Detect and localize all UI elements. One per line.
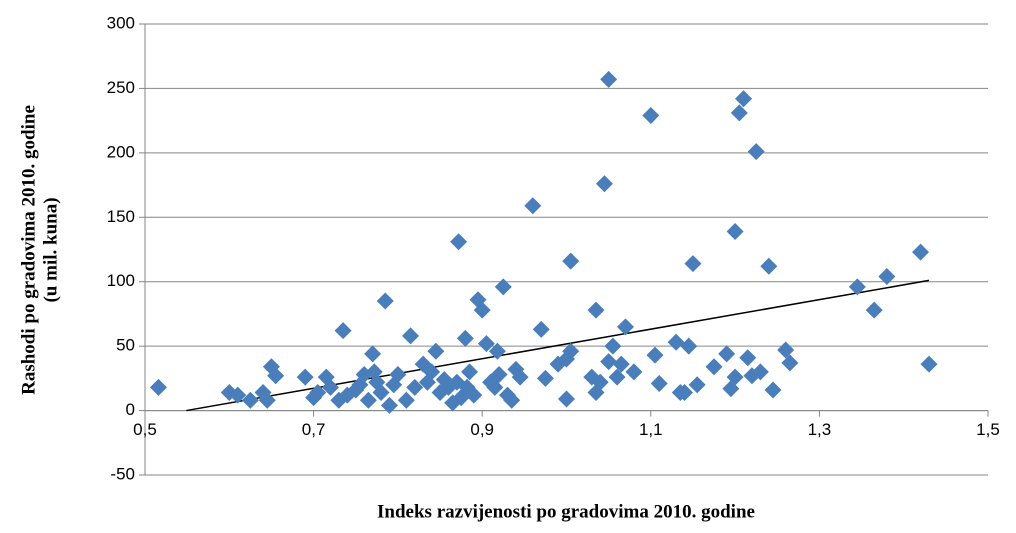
point [747,143,765,161]
point [473,301,491,319]
point [389,365,407,383]
point [359,391,377,409]
y-tick-label: 250 [107,78,135,97]
point [321,378,339,396]
x-tick-label: 1,3 [808,420,832,439]
y-axis-title-line: (u mil. kuna) [40,197,61,302]
point [676,384,694,402]
point [229,386,247,404]
y-axis-title: Rashodi po gradovima 2010. godine (u mil… [18,105,61,395]
point [511,368,529,386]
point [397,391,415,409]
x-tick-label: 0,7 [302,420,326,439]
point [490,365,508,383]
point [878,268,896,286]
point [149,378,167,396]
point [777,341,795,359]
point [667,333,685,351]
x-tick-label: 1,5 [976,420,1000,439]
y-tick-label: -50 [110,464,135,483]
y-axis-title-line: Rashodi po gradovima 2010. godine [18,105,39,395]
point [372,384,390,402]
point [524,197,542,215]
point [507,360,525,378]
point [595,175,613,193]
point [646,346,664,364]
point [739,349,757,367]
point [642,106,660,124]
point [488,342,506,360]
y-tick-label: 150 [107,207,135,226]
point [536,369,554,387]
point [608,368,626,386]
y-tick-label: 50 [116,336,135,355]
point [612,355,630,373]
y-tick-label: 0 [126,400,135,419]
point [600,70,618,88]
point [781,354,799,372]
point [730,104,748,122]
point [562,252,580,270]
point [267,367,285,385]
point [751,363,769,381]
point [503,391,521,409]
point [760,257,778,275]
point [591,373,609,391]
point [680,337,698,355]
point [650,375,668,393]
point [587,301,605,319]
y-tick-label: 200 [107,142,135,161]
point [912,243,930,261]
point [461,363,479,381]
y-tick-label: 300 [107,13,135,32]
point [705,358,723,376]
y-tick-label: 100 [107,271,135,290]
x-tick-label: 0,5 [133,420,157,439]
point [334,322,352,340]
point [865,301,883,319]
point [427,342,445,360]
point [617,318,635,336]
point [456,329,474,347]
point [364,345,382,363]
point [376,292,394,310]
point [688,376,706,394]
point [380,396,398,414]
point [296,368,314,386]
point [450,233,468,251]
point [465,386,483,404]
point [625,363,643,381]
point [258,391,276,409]
point [406,378,424,396]
point [241,391,259,409]
point [920,355,938,373]
point [532,320,550,338]
point [604,337,622,355]
point [558,390,575,408]
point [684,255,702,273]
point [848,278,866,296]
point [309,384,327,402]
point [562,342,580,360]
point [726,368,744,386]
point [494,278,512,296]
point [735,90,753,108]
x-axis-title: Indeks razvijenosti po gradovima 2010. g… [377,501,755,522]
point [423,363,441,381]
point [726,222,744,240]
point [402,327,420,345]
trendline [186,279,930,412]
point [486,378,504,396]
point [600,353,618,371]
point [718,345,736,363]
x-tick-label: 1,1 [639,420,663,439]
x-tick-label: 0,9 [470,420,494,439]
point [477,335,495,353]
point [764,381,782,399]
